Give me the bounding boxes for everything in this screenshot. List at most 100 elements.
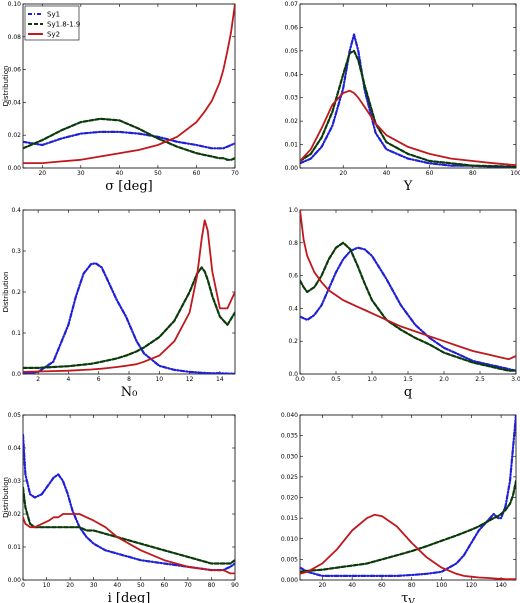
x-axis-label: Y — [403, 179, 413, 194]
x-tick-label: 1.5 — [403, 376, 413, 383]
series-line-sy1 — [300, 33, 516, 168]
y-axis-label: Distribution — [2, 272, 10, 313]
x-tick-label: 80 — [408, 582, 416, 589]
legend-label-sy1-8-1-9: Sy1.8-1.9 — [47, 21, 80, 29]
x-tick-label: 1.0 — [367, 376, 377, 383]
legend-label-sy2: Sy2 — [47, 31, 60, 39]
y-tick-label: 0.04 — [8, 445, 22, 452]
y-tick-label: 0.015 — [281, 515, 298, 522]
x-tick-label: 50 — [137, 582, 145, 589]
y-tick-label: 0.05 — [285, 48, 299, 55]
series-line-sy2 — [300, 89, 516, 167]
x-tick-label: 70 — [184, 582, 192, 589]
y-tick-label: 0.000 — [281, 577, 298, 584]
x-tick-label: 20 — [38, 170, 46, 177]
x-tick-label: 20 — [66, 582, 74, 589]
y-axis-label: Distribution — [2, 477, 10, 518]
x-axis-label: q — [404, 385, 412, 400]
x-tick-label: 0 — [21, 582, 25, 589]
x-tick-label: 10 — [155, 376, 163, 383]
x-tick-label: 20 — [339, 170, 347, 177]
y-tick-label: 0.030 — [281, 453, 298, 460]
x-tick-label: 140 — [495, 582, 507, 589]
y-tick-label: 0.2 — [288, 338, 298, 345]
x-tick-label: 4 — [67, 376, 71, 383]
y-axis-label: Distribution — [2, 66, 10, 107]
y-tick-label: 0.040 — [281, 412, 298, 419]
x-tick-label: 2.5 — [475, 376, 485, 383]
series-line-sy2 — [23, 513, 235, 575]
panel-6: 20 40 60 80 100 120 140 0.000 0.005 0.010 0.015 0.0… — [281, 412, 517, 603]
x-axis-label: τV — [401, 591, 415, 603]
x-axis-label: i [deg] — [108, 591, 151, 603]
y-tick-label: 0.08 — [8, 34, 22, 41]
x-tick-label: 20 — [319, 582, 327, 589]
x-tick-label: 40 — [383, 170, 391, 177]
y-tick-label: 0.07 — [285, 1, 299, 8]
y-tick-label: 0.02 — [285, 118, 299, 125]
x-tick-label: 14 — [216, 376, 224, 383]
x-tick-label: 40 — [113, 582, 121, 589]
y-tick-label: 0.4 — [11, 207, 21, 214]
series-line-sy1-8-1-9 — [23, 266, 235, 369]
axes-frame — [299, 414, 517, 581]
y-tick-label: 0.8 — [288, 240, 298, 247]
series-line-sy1-8-1-9 — [300, 479, 516, 573]
y-tick-label: 0.04 — [285, 71, 299, 78]
series-line-sy1 — [300, 246, 516, 372]
y-tick-label: 0.005 — [281, 556, 298, 563]
panel-5: 0 10 20 30 40 50 60 70 80 90 0.00 0.01 0.02 0.03 0.04 0… — [2, 412, 239, 603]
series-line-sy1-8-1-9 — [300, 241, 516, 372]
y-tick-label: 0.020 — [281, 495, 298, 502]
y-tick-label: 0.025 — [281, 474, 298, 481]
axes-frame — [22, 414, 236, 581]
panel-2: 20 40 60 80 100 0.00 0.01 0.02 0.03 0.04 0.05 0.06 0… — [285, 1, 520, 194]
y-tick-label: 0.03 — [285, 95, 299, 102]
x-tick-label: 0.5 — [331, 376, 341, 383]
x-tick-label: 100 — [510, 170, 520, 177]
x-tick-label: 80 — [208, 582, 216, 589]
x-tick-label: 0.0 — [295, 376, 305, 383]
series-line-sy1 — [23, 262, 235, 374]
x-tick-label: 6 — [97, 376, 101, 383]
y-tick-label: 0.00 — [8, 577, 22, 584]
x-tick-label: 3.0 — [511, 376, 520, 383]
series-line-sy2 — [300, 210, 516, 361]
axes-frame — [22, 3, 236, 169]
y-tick-label: 0.02 — [8, 511, 22, 518]
series-line-sy2 — [23, 4, 235, 165]
y-tick-label: 0.00 — [8, 165, 22, 172]
x-tick-label: 10 — [43, 582, 51, 589]
y-tick-label: 0.06 — [285, 24, 299, 31]
x-tick-label: 12 — [186, 376, 194, 383]
x-tick-label: 2 — [36, 376, 40, 383]
y-tick-label: 0.035 — [281, 433, 298, 440]
series-line-sy1 — [23, 130, 235, 150]
y-tick-label: 0.01 — [8, 544, 22, 551]
x-tick-label: 60 — [161, 582, 169, 589]
x-tick-label: 60 — [426, 170, 434, 177]
y-tick-label: 0.6 — [288, 273, 298, 280]
x-tick-label: 50 — [154, 170, 162, 177]
x-tick-label: 30 — [90, 582, 98, 589]
x-tick-label: 60 — [193, 170, 201, 177]
y-tick-label: 0.2 — [11, 289, 21, 296]
y-tick-label: 0.01 — [285, 142, 299, 149]
x-axis-label: N₀ — [121, 385, 138, 400]
y-tick-label: 0.3 — [11, 248, 21, 255]
panel-1: 20 30 40 50 60 70 0.00 0.02 0.04 0.06 0.08 0.10 σ [d… — [2, 1, 239, 194]
series-line-sy1 — [23, 433, 235, 572]
y-tick-label: 0.0 — [288, 371, 298, 378]
x-tick-label: 60 — [378, 582, 386, 589]
y-tick-label: 0.10 — [8, 1, 22, 8]
series-line-sy1 — [300, 415, 516, 578]
y-tick-label: 0.1 — [11, 330, 21, 337]
y-tick-label: 0.05 — [8, 412, 22, 419]
y-tick-label: 0.04 — [8, 99, 22, 106]
y-tick-label: 0.00 — [285, 165, 299, 172]
y-tick-label: 0.4 — [288, 305, 298, 312]
x-tick-label: 8 — [127, 376, 131, 383]
panel-3: 2 4 6 8 10 12 14 0.0 0.1 0.2 0.3 0.4 N₀ Distribution — [2, 207, 236, 400]
x-tick-label: 70 — [231, 170, 239, 177]
